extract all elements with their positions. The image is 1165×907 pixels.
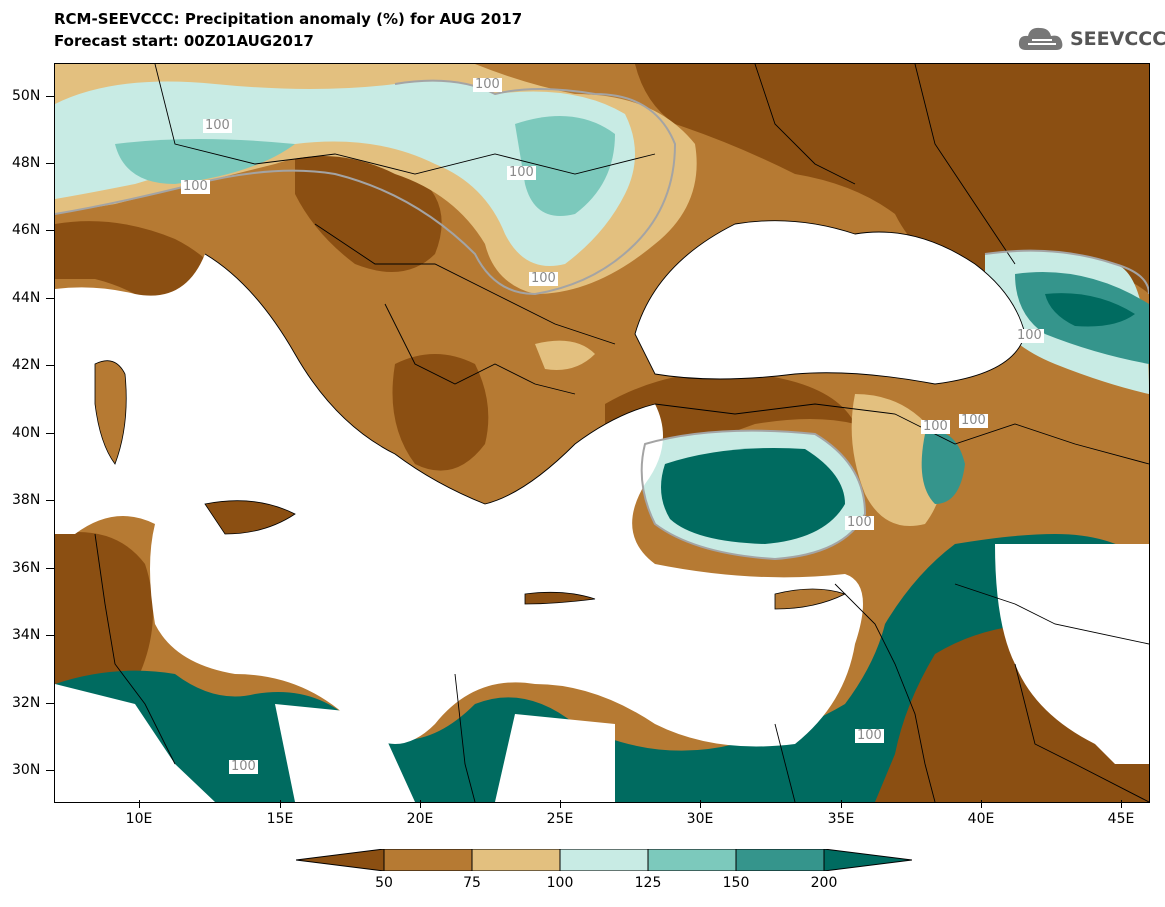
northeast-dry-zone bbox=[635, 64, 1149, 294]
lat-label: 46N bbox=[12, 222, 41, 238]
colorbar bbox=[295, 848, 913, 872]
lat-tick bbox=[46, 500, 54, 501]
colorbar-label: 200 bbox=[810, 875, 838, 891]
lon-label: 40E bbox=[967, 811, 995, 827]
country-borders bbox=[94, 64, 1149, 802]
east-turkey-teal-zone bbox=[921, 432, 965, 504]
lon-tick bbox=[700, 800, 701, 808]
colorbar-label: 75 bbox=[463, 875, 481, 891]
colorbar-segment-150-200 bbox=[735, 848, 825, 872]
seevccc-logo: SEEVCCC bbox=[1016, 22, 1165, 56]
lat-label: 40N bbox=[12, 425, 41, 441]
lat-label: 34N bbox=[12, 627, 41, 643]
black-sea bbox=[635, 220, 1025, 384]
lon-tick bbox=[841, 800, 842, 808]
colorbar-label: 50 bbox=[375, 875, 393, 891]
contour-label: 100 bbox=[1015, 328, 1044, 343]
contour-label: 100 bbox=[845, 515, 874, 530]
syria-white-zone bbox=[995, 544, 1149, 764]
greece-dry-zone bbox=[392, 354, 489, 471]
lat-tick bbox=[46, 96, 54, 97]
lat-label: 50N bbox=[12, 88, 41, 104]
colorbar-segment-gt200 bbox=[823, 848, 913, 872]
lon-tick bbox=[560, 800, 561, 808]
cloud-icon bbox=[1018, 27, 1063, 50]
contour-label: 100 bbox=[181, 179, 210, 194]
lat-label: 38N bbox=[12, 492, 41, 508]
colorbar-label: 125 bbox=[634, 875, 662, 891]
lat-tick bbox=[46, 230, 54, 231]
colorbar-label: 100 bbox=[546, 875, 574, 891]
carpathian-teal-zone bbox=[515, 116, 615, 216]
colorbar-segment-125-150 bbox=[647, 848, 737, 872]
colorbar-segment-100-125 bbox=[559, 848, 649, 872]
lat-label: 42N bbox=[12, 357, 41, 373]
contour-label: 100 bbox=[855, 728, 884, 743]
central-anatolia-wet-zone bbox=[661, 448, 845, 544]
contour-label: 100 bbox=[959, 413, 988, 428]
contour-label: 100 bbox=[529, 271, 558, 286]
balkan-dry-zone bbox=[295, 151, 442, 272]
lon-label: 25E bbox=[546, 811, 574, 827]
libya-white-zone bbox=[275, 704, 415, 802]
sardinia-corsica bbox=[94, 360, 127, 465]
forecast-start-label: Forecast start: 00Z01AUG2017 bbox=[54, 32, 314, 50]
sahara-white-zone bbox=[55, 684, 215, 802]
colorbar-segment-50-75 bbox=[383, 848, 473, 872]
lat-label: 36N bbox=[12, 560, 41, 576]
lon-tick bbox=[420, 800, 421, 808]
lon-label: 15E bbox=[266, 811, 294, 827]
colorbar-segment-lt50 bbox=[295, 848, 385, 872]
map-title: RCM-SEEVCCC: Precipitation anomaly (%) f… bbox=[54, 10, 523, 28]
logo-text: SEEVCCC bbox=[1070, 28, 1165, 50]
lat-label: 30N bbox=[12, 762, 41, 778]
lon-label: 45E bbox=[1107, 811, 1135, 827]
lat-tick bbox=[46, 163, 54, 164]
lon-tick bbox=[280, 800, 281, 808]
egypt-white-zone bbox=[495, 714, 615, 802]
lat-tick bbox=[46, 568, 54, 569]
contour-label: 100 bbox=[507, 165, 536, 180]
north-cyan-band bbox=[55, 80, 635, 267]
colorbar-label: 150 bbox=[722, 875, 750, 891]
lon-tick bbox=[1121, 800, 1122, 808]
lon-tick bbox=[139, 800, 140, 808]
contour-label: 100 bbox=[229, 759, 258, 774]
contour-100-lines bbox=[55, 79, 1149, 561]
lat-tick bbox=[46, 298, 54, 299]
georgia-wet-zone bbox=[1045, 293, 1135, 327]
lat-label: 32N bbox=[12, 695, 41, 711]
lon-label: 10E bbox=[125, 811, 153, 827]
crete bbox=[524, 591, 596, 605]
tunisia-dry-zone bbox=[55, 532, 153, 698]
mediterranean-sea bbox=[55, 254, 863, 747]
lon-label: 35E bbox=[827, 811, 855, 827]
colorbar-segment-75-100 bbox=[471, 848, 561, 872]
lat-tick bbox=[46, 703, 54, 704]
alps-teal-zone bbox=[115, 139, 295, 184]
contour-label: 100 bbox=[473, 77, 502, 92]
precipitation-anomaly-map: 100 100 100 100 100 100 100 100 100 100 … bbox=[54, 63, 1150, 803]
lat-tick bbox=[46, 770, 54, 771]
lat-tick bbox=[46, 433, 54, 434]
lat-tick bbox=[46, 635, 54, 636]
lat-label: 44N bbox=[12, 290, 41, 306]
lat-label: 48N bbox=[12, 155, 41, 171]
sicily bbox=[204, 500, 296, 535]
lon-label: 20E bbox=[406, 811, 434, 827]
contour-label: 100 bbox=[921, 419, 950, 434]
contour-label: 100 bbox=[203, 118, 232, 133]
bulgaria-tan-zone bbox=[535, 340, 595, 370]
lon-tick bbox=[981, 800, 982, 808]
lat-tick bbox=[46, 365, 54, 366]
lon-label: 30E bbox=[686, 811, 714, 827]
